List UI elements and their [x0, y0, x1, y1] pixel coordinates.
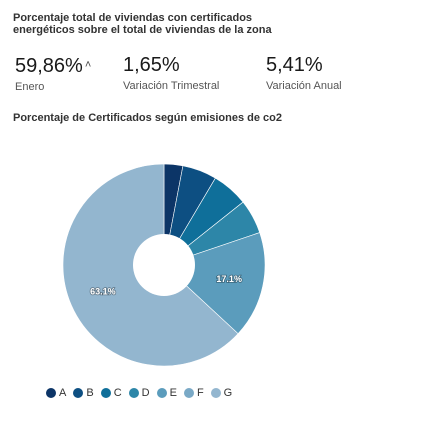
legend-swatch	[183, 388, 194, 398]
legend-swatch	[100, 388, 111, 398]
legend-label: E	[169, 387, 177, 399]
stat-label: Enero	[15, 81, 45, 93]
legend-label: A	[59, 387, 67, 399]
legend-item-d[interactable]: D	[128, 387, 150, 399]
legend-item-g[interactable]: G	[210, 387, 233, 399]
legend-label: D	[141, 387, 150, 399]
data-label-g: 63.1%	[90, 287, 116, 297]
stat-value: 1,65%	[123, 54, 180, 76]
legend-swatch	[156, 388, 167, 398]
donut-hole	[133, 234, 195, 296]
stat-quarterly-change: 1,65% Variación Trimestral	[123, 54, 219, 93]
legend-swatch	[73, 388, 84, 398]
chart-title: Porcentaje de Certificados según emision…	[13, 112, 282, 124]
legend-label: B	[86, 387, 94, 399]
legend-item-f[interactable]: F	[183, 387, 204, 399]
stat-value: 59,86% ˄	[15, 54, 91, 77]
legend-label: C	[113, 387, 122, 399]
stat-label: Variación Trimestral	[123, 80, 220, 92]
stat-value-text: 59,86%	[15, 55, 83, 77]
data-label-e: 17.1%	[216, 274, 242, 284]
stat-annual-change: 5,41% Variación Anual	[266, 54, 342, 93]
stats-title: Porcentaje total de viviendas con certif…	[13, 12, 272, 36]
stat-label: Variación Anual	[266, 80, 342, 92]
stat-january: 59,86% ˄ Enero	[15, 54, 91, 94]
legend-swatch	[46, 388, 56, 398]
legend-item-a[interactable]: A	[46, 387, 66, 399]
legend-item-e[interactable]: E	[156, 387, 177, 399]
trend-up-icon: ˄	[84, 59, 92, 71]
legend-label: G	[223, 387, 233, 399]
legend-swatch	[128, 388, 139, 398]
stat-value: 5,41%	[266, 54, 323, 76]
legend-item-c[interactable]: C	[100, 387, 122, 399]
chart-legend: A B C D E F G	[46, 387, 232, 399]
legend-item-b[interactable]: B	[73, 387, 94, 399]
legend-label: F	[196, 387, 204, 399]
legend-swatch	[210, 388, 221, 398]
